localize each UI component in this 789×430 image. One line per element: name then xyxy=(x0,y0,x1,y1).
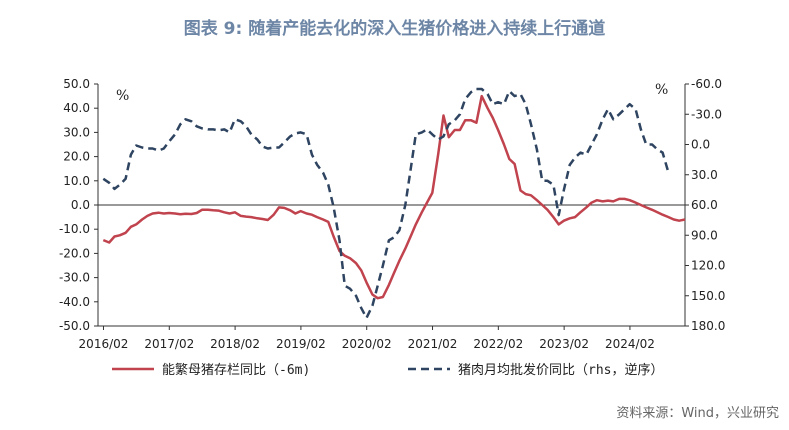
series-line-1 xyxy=(102,94,686,300)
right-tick-label: 90.0 xyxy=(691,228,718,242)
left-tick-label: -40.0 xyxy=(59,295,90,309)
legend-label-2: 猪肉月均批发价同比（rhs，逆序） xyxy=(458,362,663,378)
x-tick-label: 2019/02 xyxy=(276,337,326,351)
series-layer xyxy=(102,87,686,320)
x-tick-label: 2018/02 xyxy=(210,337,260,351)
x-tick-label: 2016/02 xyxy=(79,337,129,351)
x-tick-label: 2023/02 xyxy=(539,337,589,351)
right-tick-label: 0.0 xyxy=(691,138,710,152)
x-tick-label: 2024/02 xyxy=(605,337,655,351)
right-tick-label: 150.0 xyxy=(691,289,725,303)
right-tick-label: -30.0 xyxy=(691,107,722,121)
left-tick-label: 50.0 xyxy=(63,77,90,91)
right-axis-unit: % xyxy=(655,82,668,98)
left-tick-label: -10.0 xyxy=(59,222,90,236)
x-tick-label: 2021/02 xyxy=(408,337,458,351)
source-note: 资料来源：Wind，兴业研究 xyxy=(616,406,779,421)
left-tick-label: 30.0 xyxy=(63,125,90,139)
right-tick-label: 180.0 xyxy=(691,319,725,333)
left-axis-unit: % xyxy=(116,88,129,104)
left-tick-label: -50.0 xyxy=(59,319,90,333)
left-tick-label: 0.0 xyxy=(71,198,90,212)
right-tick-label: 30.0 xyxy=(691,168,718,182)
legend: 能繁母猪存栏同比（-6m) 猪肉月均批发价同比（rhs，逆序） xyxy=(112,362,663,378)
legend-label-1: 能繁母猪存栏同比（-6m) xyxy=(162,362,310,378)
left-tick-label: 20.0 xyxy=(63,150,90,164)
axes-layer: 50.0 40.0 30.0 20.0 10.0 0.0 -10.0 -20.0 -30.0 -4… xyxy=(59,77,725,351)
left-tick-label: 10.0 xyxy=(63,174,90,188)
right-tick-label: 60.0 xyxy=(691,198,718,212)
series-line-2 xyxy=(102,87,670,320)
x-tick-label: 2020/02 xyxy=(342,337,392,351)
right-tick-label: -60.0 xyxy=(691,77,722,91)
right-tick-label: 120.0 xyxy=(691,259,725,273)
left-tick-label: -20.0 xyxy=(59,246,90,260)
x-tick-label: 2022/02 xyxy=(473,337,523,351)
chart-title: 图表 9: 随着产能去化的深入生猪价格进入持续上行通道 xyxy=(183,19,606,39)
left-tick-label: -30.0 xyxy=(59,271,90,285)
x-tick-label: 2017/02 xyxy=(144,337,194,351)
left-tick-label: 40.0 xyxy=(63,101,90,115)
